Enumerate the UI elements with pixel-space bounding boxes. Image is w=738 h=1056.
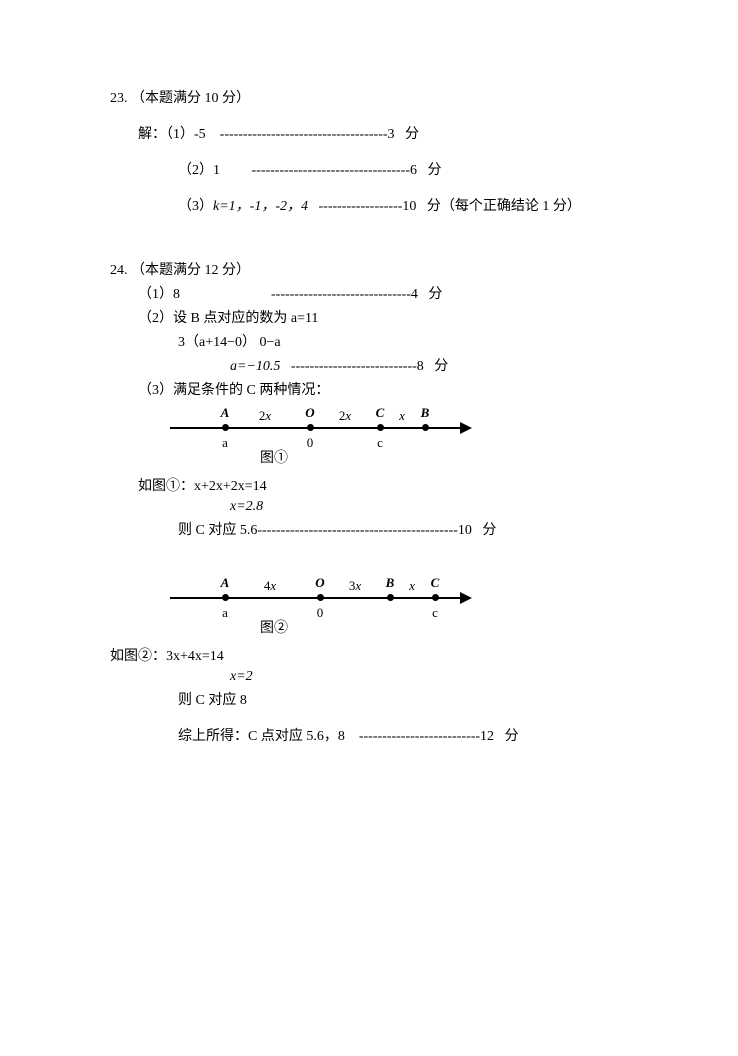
tick-point xyxy=(387,594,394,601)
arrow-icon xyxy=(460,592,472,604)
numberline-1: AaO0CcB2x2xx xyxy=(170,415,470,441)
fig1-caption: 图① xyxy=(110,447,630,467)
point-label-bottom: a xyxy=(222,605,228,621)
point-label-bottom: c xyxy=(377,435,383,451)
q24-p2c-dash: ---------------------------8 xyxy=(291,359,424,374)
point-label-top: O xyxy=(305,405,314,421)
tick-point xyxy=(317,594,324,601)
segment-label: x xyxy=(409,578,415,594)
segment-label: 2x xyxy=(339,408,351,424)
numberline-axis xyxy=(170,597,460,599)
point-label-bottom: 0 xyxy=(307,435,314,451)
point-label-top: C xyxy=(431,575,440,591)
q24-summary: 综上所得：C 点对应 5.6，8 -----------------------… xyxy=(110,723,630,747)
q24-summary-text: 综上所得：C 点对应 5.6，8 xyxy=(178,729,345,744)
q24-f1a-text: 如图①：x+2x+2x=14 xyxy=(138,479,267,494)
q24-p2a: （2）设 B 点对应的数为 a=11 xyxy=(110,305,630,329)
point-label-top: O xyxy=(315,575,324,591)
tick-point xyxy=(377,424,384,431)
q24-p2c-unit: 分 xyxy=(434,359,448,374)
q24-f1c-dash: ----------------------------------------… xyxy=(257,523,471,538)
q24-f2a: 如图②：3x+4x=14 xyxy=(110,643,630,667)
q24-header: 24. （本题满分 12 分） xyxy=(110,257,630,281)
q23-line1: 解：（1）-5 --------------------------------… xyxy=(110,121,630,145)
q23-header: 23. （本题满分 10 分） xyxy=(110,85,630,109)
q24-f2b: x=2 xyxy=(110,667,630,687)
point-label-bottom: c xyxy=(432,605,438,621)
q24-number: 24. xyxy=(110,263,128,278)
q24-f1c-unit: 分 xyxy=(482,523,496,538)
q24-f1a: 如图①：x+2x+2x=14 xyxy=(110,473,630,497)
point-label-top: B xyxy=(386,575,395,591)
q24-summary-dash: --------------------------12 xyxy=(359,729,494,744)
q23-l1-dash: ------------------------------------3 xyxy=(220,127,395,142)
tick-point xyxy=(432,594,439,601)
arrow-icon xyxy=(460,422,472,434)
point-label-top: A xyxy=(221,405,230,421)
q24-f1b-text: x=2.8 xyxy=(230,499,263,514)
q24-p2b-text: 3（a+14−0） 0−a xyxy=(178,335,281,350)
fig2-caption: 图② xyxy=(110,617,630,637)
point-label-bottom: a xyxy=(222,435,228,451)
point-label-top: A xyxy=(221,575,230,591)
numberline-axis xyxy=(170,427,460,429)
q24-p2c: a=−10.5 ---------------------------8 分 xyxy=(110,353,630,377)
q24-p2a-text: （2）设 B 点对应的数为 a=11 xyxy=(138,311,318,326)
q23-l3-body: k=1，-1，-2，4 xyxy=(213,199,308,214)
q23-l3-dash: ------------------10 xyxy=(319,199,417,214)
point-label-top: B xyxy=(421,405,430,421)
tick-point xyxy=(422,424,429,431)
q23-l1-unit: 分 xyxy=(405,127,419,142)
tick-point xyxy=(222,594,229,601)
q24-f1b: x=2.8 xyxy=(110,497,630,517)
q24-p1-text: （1）8 xyxy=(138,287,180,302)
q24-f1c-text: 则 C 对应 5.6 xyxy=(178,523,257,538)
tick-point xyxy=(307,424,314,431)
segment-label: x xyxy=(399,408,405,424)
q24-f2c: 则 C 对应 8 xyxy=(110,687,630,711)
point-label-bottom: 0 xyxy=(317,605,324,621)
q23-line3: （3）k=1，-1，-2，4 ------------------10 分（每个… xyxy=(110,193,630,217)
segment-label: 4x xyxy=(264,578,276,594)
q23-number: 23. xyxy=(110,91,128,106)
q23-l2-text: （2）1 xyxy=(178,163,220,178)
q24-p3: （3）满足条件的 C 两种情况： xyxy=(110,377,630,401)
q24-f2a-text: 如图②：3x+4x=14 xyxy=(110,649,224,664)
segment-label: 2x xyxy=(259,408,271,424)
q24-header-text: （本题满分 12 分） xyxy=(131,263,250,278)
segment-label: 3x xyxy=(349,578,361,594)
q24-f2b-text: x=2 xyxy=(230,669,253,684)
page-content: 23. （本题满分 10 分） 解：（1）-5 ----------------… xyxy=(0,0,630,747)
q23-l3-unit: 分（每个正确结论 1 分） xyxy=(427,199,581,214)
q24-p2c-text: a=−10.5 xyxy=(230,359,280,374)
diagram-1: AaO0CcB2x2xx xyxy=(110,415,630,441)
q24-p1: （1）8 ------------------------------4 分 xyxy=(110,281,630,305)
q24-f2c-text: 则 C 对应 8 xyxy=(178,693,247,708)
q23-line2: （2）1 ----------------------------------6… xyxy=(110,157,630,181)
q24-summary-unit: 分 xyxy=(505,729,519,744)
q23-l1-text: 解：（1）-5 xyxy=(138,127,206,142)
q24-p1-dash: ------------------------------4 xyxy=(271,287,418,302)
tick-point xyxy=(222,424,229,431)
q23-l3-prefix: （3） xyxy=(178,199,213,214)
q24-p1-unit: 分 xyxy=(428,287,442,302)
q24-p2b: 3（a+14−0） 0−a xyxy=(110,329,630,353)
q23-l2-unit: 分 xyxy=(428,163,442,178)
point-label-top: C xyxy=(376,405,385,421)
q24-p3-text: （3）满足条件的 C 两种情况： xyxy=(138,383,329,398)
numberline-2: AaO0BCc4x3xx xyxy=(170,585,470,611)
q24-f1c: 则 C 对应 5.6------------------------------… xyxy=(110,517,630,541)
q23-l2-dash: ----------------------------------6 xyxy=(252,163,418,178)
q23-header-text: （本题满分 10 分） xyxy=(131,91,250,106)
diagram-2: AaO0BCc4x3xx xyxy=(110,585,630,611)
